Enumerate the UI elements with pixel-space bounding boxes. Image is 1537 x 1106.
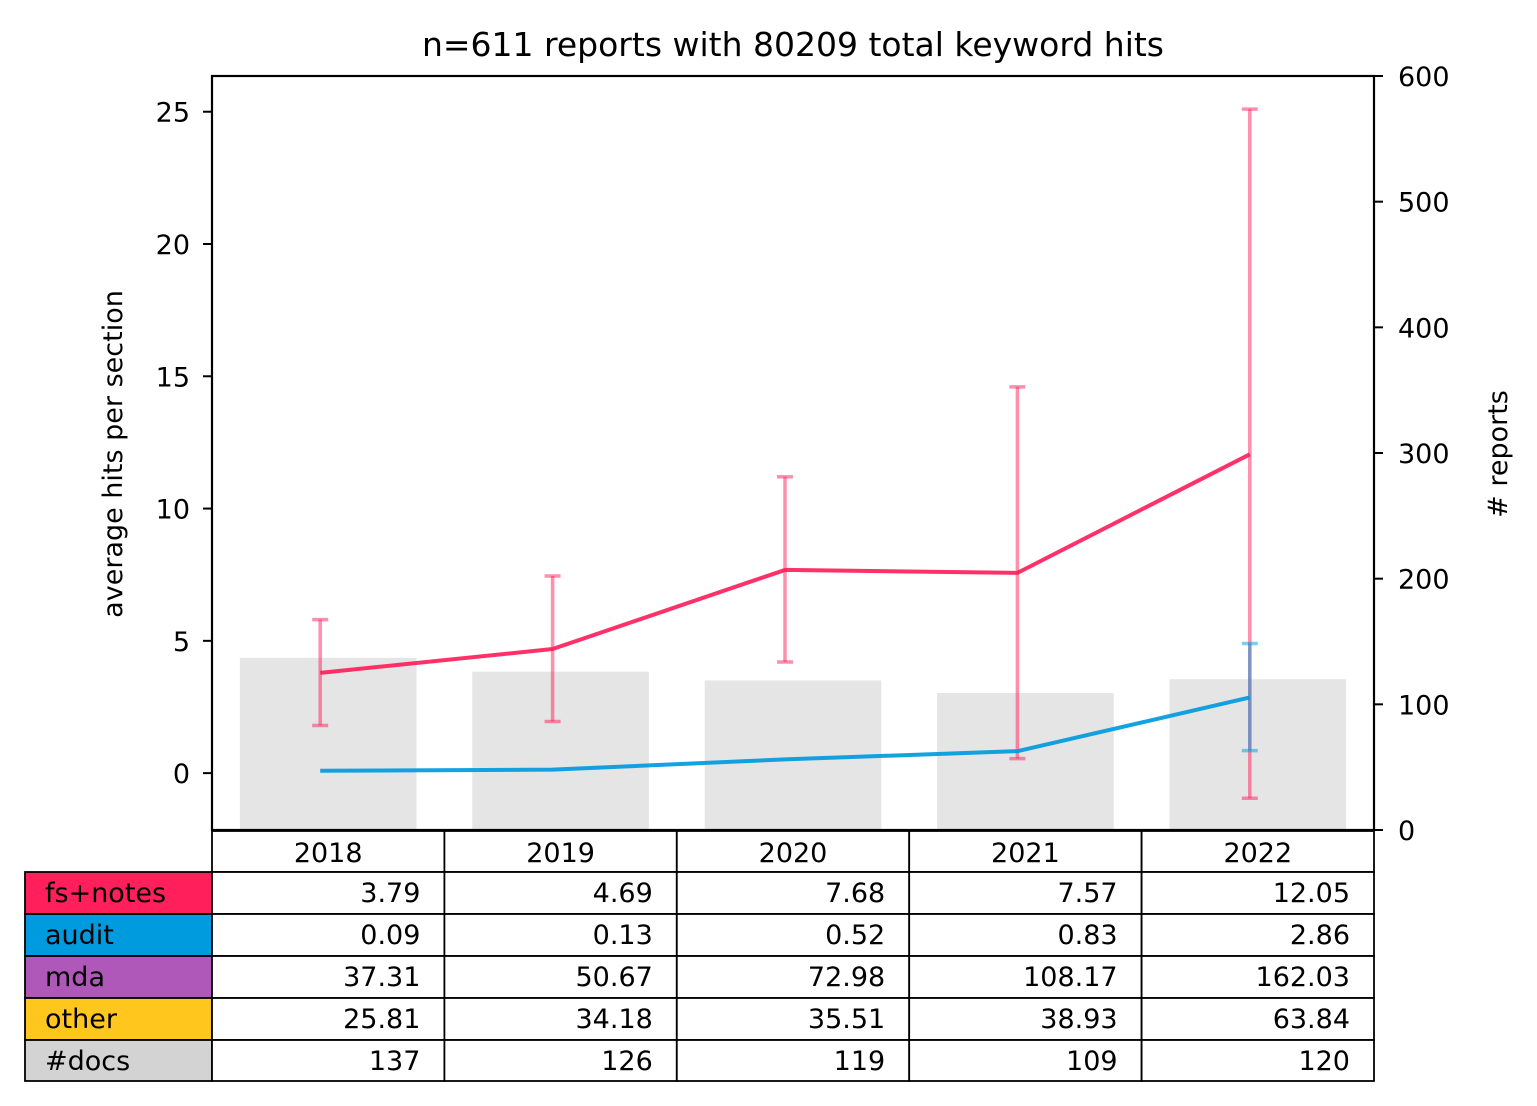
table-cell [675,913,911,957]
axes-layer: 0 5 10 15 20 25 0 100 200 300 400 500 600 [156,62,1450,847]
table-cell-value: 2.86 [1290,920,1350,951]
y2-tick-label: 400 [1398,313,1450,344]
table-cell [443,871,678,915]
table-cell [1140,955,1375,999]
y2-tick-label: 500 [1398,188,1450,219]
y-tick-label: 10 [156,495,190,526]
table-row-label: mda [45,962,105,993]
table-cell [675,1039,911,1082]
table-row-label: fs+notes [45,878,166,909]
lines-layer [319,452,1251,773]
table-cell [211,1039,446,1082]
table-cell-value: 63.84 [1273,1004,1350,1035]
table-cell-value: 34.18 [576,1004,653,1035]
table-cell-value: 50.67 [576,962,653,993]
bar-2021 [937,693,1114,830]
table-cell-value: 0.13 [593,920,653,951]
table-header-cell [675,830,911,873]
y2-tick-label: 600 [1398,62,1450,93]
table-header-label: 2020 [759,838,828,869]
bar-2019 [472,671,649,830]
y2-tick-label: 0 [1398,816,1415,847]
table-cell [211,997,446,1041]
table-cell-value: 120 [1298,1046,1350,1077]
table-cell-value: 7.57 [1057,878,1117,909]
series-line-fs-notes [319,452,1251,675]
data-table: 2018 2019 2020 2021 2022 fs+notes 3.79 4.69 7.68… [24,830,1375,1082]
y2-tick-label: 200 [1398,565,1450,596]
errorbar-audit-2022 [1241,641,1258,753]
table-header-cell [1140,830,1375,873]
table-cell [443,913,678,957]
table-header-label: 2021 [991,838,1060,869]
table-header-label: 2019 [526,838,595,869]
table-header-label: 2018 [294,838,363,869]
table-cell-value: 37.31 [343,962,420,993]
table-cell [211,913,446,957]
table-row-label-cell [24,1039,213,1082]
y-tick-label: 5 [173,627,190,658]
table-cell [908,871,1143,915]
bar-2018 [239,657,417,830]
table-cell-value: 0.52 [825,920,885,951]
y-tick-label: 15 [156,362,190,393]
table-cell [1140,871,1375,915]
table-cell [908,1039,1143,1082]
table-cell-value: 0.83 [1057,920,1117,951]
table-cell-value: 162.03 [1256,962,1350,993]
table-row-label: audit [45,920,114,951]
y-tick-label: 25 [156,98,190,129]
table-cell-value: 72.98 [808,962,885,993]
table-cell [1140,997,1375,1041]
y-axis-label: average hits per section [98,290,129,618]
table-cell-value: 108.17 [1023,962,1117,993]
table-cell [443,1039,678,1082]
table-cell-value: 3.79 [360,878,420,909]
table-header-label: 2022 [1223,838,1292,869]
table-cell-value: 12.05 [1273,878,1350,909]
table-cell-value: 126 [601,1046,653,1077]
y2-axis-label: # reports [1483,390,1514,518]
table-cell [211,871,446,915]
table-cell-value: 0.09 [360,920,420,951]
table-cell-value: 4.69 [593,878,653,909]
y2-tick-label: 300 [1398,439,1450,470]
bar-2022 [1169,679,1347,830]
table-cell-value: 7.68 [825,878,885,909]
y-tick-label: 20 [156,230,190,261]
table-row-label: #docs [45,1046,130,1077]
bars-layer [239,657,1347,830]
table-cell-value: 35.51 [808,1004,885,1035]
y2-tick-label: 100 [1398,690,1450,721]
y-tick-label: 0 [173,759,190,790]
table-cell-value: 109 [1066,1046,1118,1077]
chart-title: n=611 reports with 80209 total keyword h… [422,25,1164,64]
table-cell [675,997,911,1041]
table-header-cell [211,830,446,873]
table-header-cell [443,830,678,873]
table-cell-value: 25.81 [343,1004,420,1035]
table-cell [1140,1039,1375,1082]
table-cell-value: 137 [369,1046,421,1077]
table-cell-value: 38.93 [1040,1004,1117,1035]
table-cell [675,871,911,915]
table-cell [908,997,1143,1041]
table-cell [908,955,1143,999]
table-cell-value: 119 [834,1046,886,1077]
table-row-label-cell [24,871,213,915]
series-line-audit [320,695,1251,773]
table-row-label: other [45,1004,118,1035]
